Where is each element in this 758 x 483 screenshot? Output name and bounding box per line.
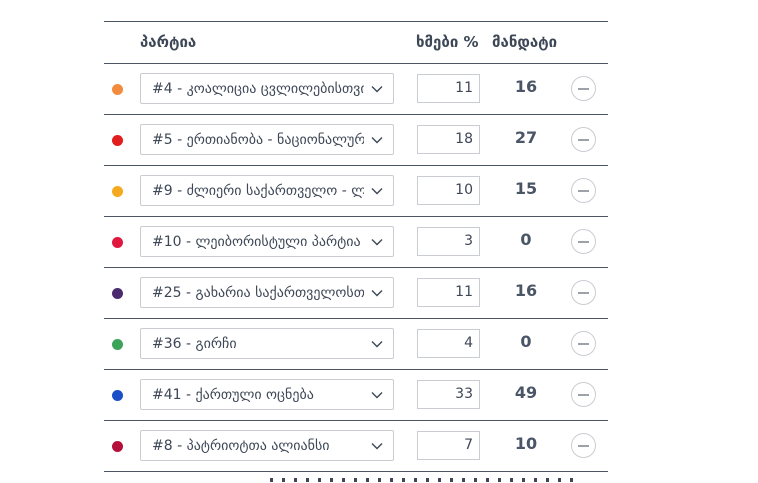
- party-select[interactable]: #8 - პატრიოტთა ალიანსი: [140, 430, 394, 461]
- party-select-value: #41 - ქართული ოცნება: [152, 387, 314, 403]
- minus-circle-icon: [578, 139, 589, 141]
- minus-circle-icon: [578, 343, 589, 345]
- party-select[interactable]: #9 - ძლიერი საქართველო - ლელო: [140, 175, 394, 206]
- header-party: პარტია: [140, 33, 197, 51]
- party-select[interactable]: #4 - კოალიცია ცვლილებისთვის: [140, 73, 394, 104]
- table-header: პარტია ხმები % მანდატი: [104, 22, 608, 64]
- party-row: #25 - გახარია საქართველოსთვის 11 16: [104, 268, 608, 319]
- party-color-dot: [112, 237, 123, 248]
- minus-circle-icon: [578, 190, 589, 192]
- remove-row-button[interactable]: [571, 280, 596, 305]
- party-select[interactable]: #41 - ქართული ოცნება: [140, 379, 394, 410]
- party-row: #36 - გირჩი 4 0: [104, 319, 608, 370]
- seats-value: 15: [514, 179, 538, 198]
- seats-value: 16: [514, 281, 538, 300]
- party-row: #10 - ლეიბორისტული პარტია 3 0: [104, 217, 608, 268]
- party-select-value: #8 - პატრიოტთა ალიანსი: [152, 438, 330, 454]
- chevron-down-icon: [371, 443, 383, 450]
- footer-text-cutoff: [270, 478, 600, 483]
- minus-circle-icon: [578, 241, 589, 243]
- remove-row-button[interactable]: [571, 178, 596, 203]
- remove-row-button[interactable]: [571, 382, 596, 407]
- party-select[interactable]: #10 - ლეიბორისტული პარტია: [140, 226, 394, 257]
- minus-circle-icon: [578, 394, 589, 396]
- party-select-value: #25 - გახარია საქართველოსთვის: [152, 285, 364, 301]
- seats-value: 0: [520, 230, 532, 249]
- party-row: #9 - ძლიერი საქართველო - ლელო 10 15: [104, 166, 608, 217]
- party-select-value: #9 - ძლიერი საქართველო - ლელო: [152, 183, 364, 199]
- chevron-down-icon: [371, 239, 383, 246]
- votes-percent-input[interactable]: 10: [417, 176, 480, 205]
- seats-value: 10: [514, 434, 538, 453]
- seats-value: 27: [514, 128, 538, 147]
- votes-percent-input[interactable]: 18: [417, 125, 480, 154]
- chevron-down-icon: [371, 290, 383, 297]
- party-color-dot: [112, 84, 123, 95]
- party-row: #8 - პატრიოტთა ალიანსი 7 10: [104, 421, 608, 472]
- remove-row-button[interactable]: [571, 76, 596, 101]
- results-table: პარტია ხმები % მანდატი #4 - კოალიცია ცვლ…: [104, 21, 608, 472]
- party-row: #4 - კოალიცია ცვლილებისთვის 11 16: [104, 64, 608, 115]
- party-color-dot: [112, 288, 123, 299]
- seats-value: 0: [520, 332, 532, 351]
- seats-value: 16: [514, 77, 538, 96]
- party-select[interactable]: #5 - ერთიანობა - ნაციონალური მოძრაობა: [140, 124, 394, 155]
- remove-row-button[interactable]: [571, 331, 596, 356]
- minus-circle-icon: [578, 445, 589, 447]
- party-row: #5 - ერთიანობა - ნაციონალური მოძრაობა 18 2…: [104, 115, 608, 166]
- seats-value: 49: [514, 383, 538, 402]
- party-select[interactable]: #36 - გირჩი: [140, 328, 394, 359]
- votes-percent-input[interactable]: 33: [417, 380, 480, 409]
- votes-percent-input[interactable]: 11: [417, 74, 480, 103]
- votes-percent-input[interactable]: 3: [417, 227, 480, 256]
- party-color-dot: [112, 390, 123, 401]
- chevron-down-icon: [371, 392, 383, 399]
- chevron-down-icon: [371, 341, 383, 348]
- party-color-dot: [112, 135, 123, 146]
- party-select-value: #4 - კოალიცია ცვლილებისთვის: [152, 81, 364, 97]
- party-row: #41 - ქართული ოცნება 33 49: [104, 370, 608, 421]
- votes-percent-input[interactable]: 7: [417, 431, 480, 460]
- party-color-dot: [112, 441, 123, 452]
- rows-container: #4 - კოალიცია ცვლილებისთვის 11 16 #5 - ერთი…: [104, 64, 608, 472]
- votes-percent-input[interactable]: 11: [417, 278, 480, 307]
- chevron-down-icon: [371, 137, 383, 144]
- party-select-value: #10 - ლეიბორისტული პარტია: [152, 234, 361, 250]
- party-select-value: #5 - ერთიანობა - ნაციონალური მოძრაობა: [152, 132, 364, 148]
- remove-row-button[interactable]: [571, 433, 596, 458]
- party-color-dot: [112, 339, 123, 350]
- votes-percent-input[interactable]: 4: [417, 329, 480, 358]
- minus-circle-icon: [578, 88, 589, 90]
- minus-circle-icon: [578, 292, 589, 294]
- header-seats: მანდატი: [492, 33, 558, 51]
- party-color-dot: [112, 186, 123, 197]
- party-select-value: #36 - გირჩი: [152, 336, 237, 352]
- remove-row-button[interactable]: [571, 127, 596, 152]
- party-select[interactable]: #25 - გახარია საქართველოსთვის: [140, 277, 394, 308]
- chevron-down-icon: [371, 188, 383, 195]
- header-votes: ხმები %: [416, 33, 479, 51]
- chevron-down-icon: [371, 86, 383, 93]
- remove-row-button[interactable]: [571, 229, 596, 254]
